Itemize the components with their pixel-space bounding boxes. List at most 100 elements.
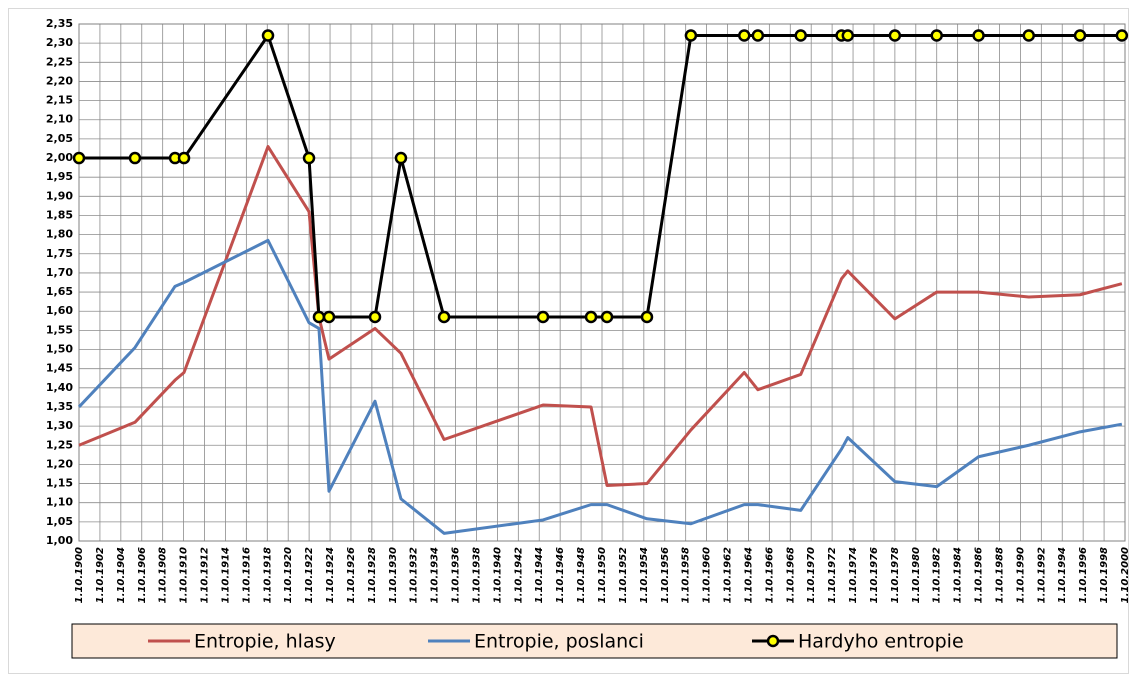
point-marker — [972, 29, 985, 42]
series-line — [77, 238, 1123, 535]
y-tick-label: 1,35 — [46, 400, 73, 413]
x-tick-label: 1.10.1920 — [283, 547, 294, 603]
y-tick-label: 2,20 — [46, 74, 73, 87]
y-tick-label: 2,00 — [46, 151, 73, 164]
x-tick-label: 1.10.1996 — [1078, 547, 1089, 603]
point-marker — [437, 310, 451, 324]
y-tick-label: 1,85 — [46, 208, 73, 221]
x-tick-label: 1.10.1918 — [262, 547, 273, 603]
x-tick-label: 1.10.1912 — [200, 547, 211, 603]
y-tick-label: 2,10 — [46, 113, 73, 126]
x-tick-label: 1.10.1936 — [451, 547, 462, 603]
y-tick-label: 1,95 — [46, 170, 73, 183]
legend-label: Entropie, poslanci — [474, 631, 644, 653]
x-tick-label: 1.10.1930 — [388, 547, 399, 603]
y-tick-label: 1,50 — [46, 343, 73, 356]
y-tick-label: 2,15 — [46, 94, 73, 107]
y-tick-label: 1,15 — [46, 477, 73, 490]
y-tick-label: 1,40 — [46, 381, 73, 394]
y-tick-label: 1,60 — [46, 304, 73, 317]
y-tick-label: 1,00 — [46, 534, 73, 547]
y-tick-label: 1,30 — [46, 419, 73, 432]
x-tick-label: 1.10.1982 — [932, 547, 943, 603]
y-tick-label: 2,05 — [46, 132, 73, 145]
y-tick-label: 1,10 — [46, 496, 73, 509]
x-tick-label: 1.10.1928 — [367, 547, 378, 603]
x-tick-label: 1.10.1908 — [158, 547, 169, 603]
x-tick-label: 1.10.1924 — [325, 547, 336, 603]
x-tick-label: 1.10.1966 — [764, 547, 775, 603]
point-marker — [738, 29, 751, 42]
x-tick-label: 1.10.1946 — [555, 547, 566, 603]
point-marker — [322, 310, 336, 324]
point-marker — [888, 29, 902, 42]
plot-border — [78, 23, 1126, 542]
y-tick-label: 1,25 — [46, 438, 73, 451]
x-tick-label: 1.10.1940 — [492, 547, 503, 603]
point-marker — [1073, 29, 1087, 42]
x-tick-label: 1.10.1984 — [953, 547, 964, 603]
point-marker — [536, 310, 550, 324]
point-marker — [930, 29, 943, 42]
x-tick-label: 1.10.1998 — [1099, 547, 1110, 603]
x-tick-label: 1.10.1968 — [785, 547, 796, 603]
x-tick-label: 1.10.1904 — [116, 547, 127, 603]
x-tick-label: 1.10.1964 — [743, 547, 754, 603]
point-marker — [584, 310, 598, 324]
point-marker — [1022, 29, 1036, 42]
x-tick-label: 1.10.1956 — [660, 547, 671, 603]
x-tick-label: 1.10.1922 — [304, 547, 315, 603]
y-tick-label: 2,25 — [46, 55, 73, 68]
x-tick-label: 1.10.1902 — [95, 547, 106, 603]
x-tick-label: 1.10.1926 — [346, 547, 357, 603]
y-tick-label: 1,05 — [46, 515, 73, 528]
legend-label: Entropie, hlasy — [194, 631, 336, 653]
legend-box — [71, 623, 1118, 659]
y-tick-label: 1,90 — [46, 189, 73, 202]
y-tick-label: 1,70 — [46, 266, 73, 279]
x-tick-label: 1.10.1976 — [869, 547, 880, 603]
x-tick-label: 1.10.1960 — [702, 547, 713, 603]
point-marker — [261, 29, 275, 42]
y-tick-label: 1,20 — [46, 457, 73, 470]
x-tick-label: 1.10.1972 — [827, 547, 838, 603]
point-marker — [312, 310, 326, 324]
point-marker — [600, 310, 614, 324]
x-tick-label: 1.10.1942 — [513, 547, 524, 603]
x-tick-label: 1.10.2000 — [1120, 547, 1130, 603]
x-tick-label: 1.10.1954 — [639, 547, 650, 603]
x-tick-label: 1.10.1932 — [409, 547, 420, 603]
x-tick-label: 1.10.1970 — [806, 547, 817, 603]
series-line — [78, 145, 1123, 487]
point-marker — [841, 29, 855, 42]
x-tick-label: 1.10.1914 — [220, 547, 231, 603]
x-tick-label: 1.10.1910 — [179, 547, 190, 603]
x-tick-label: 1.10.1962 — [723, 547, 734, 603]
y-tick-label: 1,55 — [46, 323, 73, 336]
x-tick-label: 1.10.1974 — [848, 547, 859, 603]
x-tick-label: 1.10.1994 — [1057, 547, 1068, 603]
x-tick-label: 1.10.1938 — [471, 547, 482, 603]
y-tick-label: 2,35 — [46, 17, 73, 30]
x-tick-label: 1.10.1986 — [974, 547, 985, 603]
point-marker — [394, 151, 408, 165]
point-marker — [640, 310, 654, 324]
x-tick-label: 1.10.1916 — [241, 547, 252, 603]
y-tick-label: 1,45 — [46, 362, 73, 375]
point-marker — [751, 29, 765, 42]
y-tick-label: 1,65 — [46, 285, 73, 298]
x-tick-label: 1.10.1950 — [597, 547, 608, 603]
x-tick-label: 1.10.1978 — [890, 547, 901, 603]
point-marker — [794, 29, 807, 42]
point-marker — [368, 310, 382, 324]
x-tick-label: 1.10.1944 — [534, 547, 545, 603]
x-tick-label: 1.10.1900 — [74, 547, 85, 603]
x-tick-label: 1.10.1906 — [137, 547, 148, 603]
x-tick-label: 1.10.1980 — [911, 547, 922, 603]
point-marker — [684, 29, 698, 42]
x-tick-label: 1.10.1952 — [618, 547, 629, 603]
x-tick-label: 1.10.1990 — [1015, 547, 1026, 603]
point-marker — [177, 151, 191, 165]
x-tick-label: 1.10.1958 — [681, 547, 692, 603]
